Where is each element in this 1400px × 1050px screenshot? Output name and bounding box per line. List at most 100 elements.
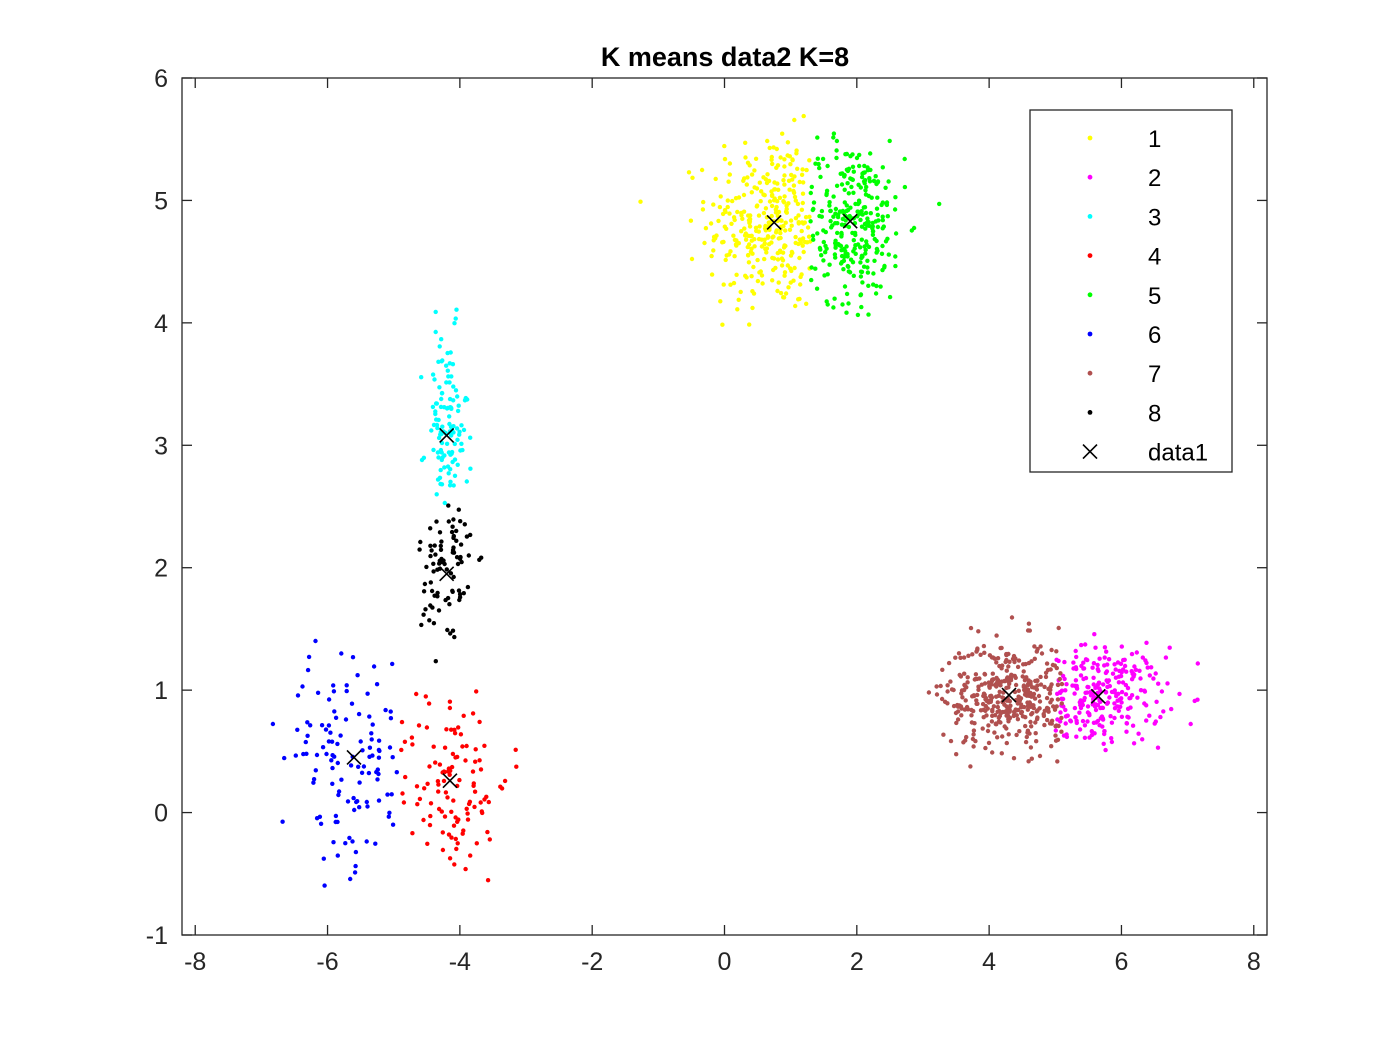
- data-point: [472, 804, 477, 810]
- data-point: [782, 194, 787, 199]
- data-point: [446, 519, 451, 524]
- data-point: [955, 717, 961, 722]
- data-point: [282, 755, 287, 761]
- data-point: [1102, 729, 1107, 734]
- data-point: [456, 725, 461, 730]
- data-point: [1159, 689, 1165, 694]
- data-point: [439, 457, 444, 463]
- data-point: [464, 806, 469, 811]
- data-point: [388, 716, 394, 721]
- data-point: [1006, 719, 1011, 724]
- data-point: [748, 233, 753, 239]
- data-point: [711, 248, 716, 253]
- data-point: [835, 221, 840, 226]
- data-point: [722, 224, 727, 229]
- data-point: [364, 839, 369, 844]
- data-point: [838, 171, 843, 176]
- data-point: [769, 157, 774, 162]
- data-point: [429, 428, 434, 433]
- data-point: [765, 172, 770, 177]
- data-point: [754, 186, 760, 191]
- data-point: [356, 764, 361, 769]
- data-point: [440, 830, 445, 835]
- data-point: [893, 231, 899, 236]
- data-point: [880, 243, 885, 249]
- data-point: [872, 236, 877, 242]
- data-point: [1026, 621, 1032, 626]
- data-point: [750, 289, 755, 294]
- data-point: [447, 602, 452, 607]
- data-point: [1037, 706, 1042, 711]
- data-point: [1109, 720, 1115, 725]
- data-point: [782, 173, 787, 178]
- data-point: [825, 163, 830, 169]
- data-point: [845, 181, 850, 186]
- data-point: [789, 172, 794, 178]
- data-point: [451, 517, 456, 522]
- data-point: [799, 172, 805, 177]
- data-point: [1047, 691, 1053, 696]
- data-point: [447, 380, 452, 385]
- data-point: [1105, 700, 1111, 705]
- data-point: [313, 638, 318, 644]
- data-point: [365, 804, 370, 809]
- data-point: [1057, 690, 1063, 695]
- data-point: [1020, 674, 1025, 679]
- data-point: [1124, 721, 1129, 726]
- data-point: [839, 234, 844, 239]
- data-point: [1093, 645, 1098, 650]
- data-point: [1158, 714, 1163, 720]
- data-point: [462, 522, 467, 527]
- data-point: [468, 435, 473, 440]
- data-point: [886, 179, 891, 184]
- data-point: [459, 423, 464, 428]
- data-point: [934, 684, 939, 689]
- data-point: [452, 473, 458, 478]
- data-point: [280, 819, 285, 824]
- data-point: [1085, 704, 1091, 709]
- data-point: [709, 253, 714, 259]
- data-point: [487, 837, 492, 842]
- data-point: [993, 721, 998, 727]
- data-point: [902, 156, 907, 162]
- data-point: [743, 155, 748, 160]
- data-point: [1124, 669, 1129, 674]
- data-point: [439, 539, 444, 544]
- data-point: [882, 265, 887, 270]
- data-point: [1129, 693, 1135, 698]
- data-point: [995, 700, 1000, 705]
- data-point: [414, 784, 420, 789]
- data-point: [434, 492, 439, 497]
- data-point: [435, 594, 440, 599]
- data-point: [801, 180, 806, 185]
- data-point: [791, 278, 796, 283]
- data-point: [1112, 706, 1118, 711]
- data-point: [850, 164, 856, 169]
- x-tick-label: -6: [316, 948, 338, 976]
- data-point: [374, 769, 379, 775]
- data-point: [948, 738, 954, 744]
- data-point: [1062, 676, 1067, 682]
- legend-item: 2: [1087, 165, 1161, 192]
- data-point: [1074, 686, 1080, 691]
- data-point: [777, 195, 783, 200]
- legend-item: 5: [1087, 283, 1161, 310]
- data-point: [886, 252, 891, 257]
- data-point: [868, 151, 873, 156]
- data-point: [792, 174, 797, 179]
- data-point: [738, 289, 743, 295]
- data-point: [1085, 719, 1090, 724]
- data-point: [786, 201, 791, 206]
- data-point: [807, 158, 812, 163]
- data-point: [335, 760, 340, 766]
- data-point: [1042, 708, 1048, 713]
- data-point: [459, 559, 464, 565]
- data-point: [444, 363, 449, 368]
- data-point: [1039, 651, 1045, 656]
- data-point: [831, 194, 836, 199]
- data-point: [735, 307, 740, 312]
- data-point: [430, 605, 435, 610]
- data-point: [499, 786, 505, 791]
- data-point: [880, 226, 885, 231]
- data-point: [859, 174, 865, 180]
